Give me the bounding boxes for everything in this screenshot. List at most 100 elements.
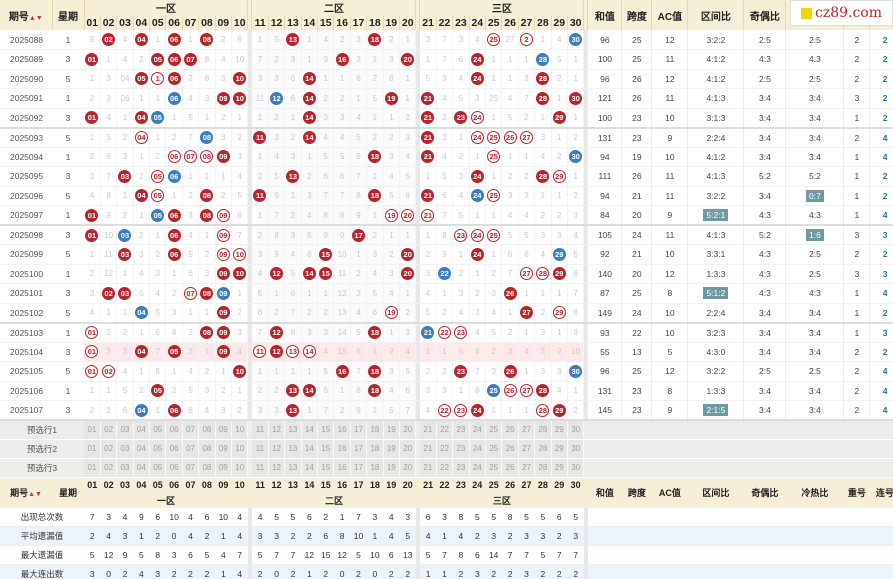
prediction-cell[interactable]: 06 xyxy=(165,420,183,440)
prediction-cell[interactable]: 16 xyxy=(333,439,351,459)
prediction-stat-cell[interactable] xyxy=(743,420,786,440)
prediction-cell[interactable]: 20 xyxy=(399,420,417,440)
prediction-cell[interactable]: 14 xyxy=(301,458,319,478)
prediction-cell[interactable]: 09 xyxy=(215,420,233,440)
prediction-cell[interactable]: 10 xyxy=(231,420,249,440)
prediction-cell[interactable]: 09 xyxy=(215,439,233,459)
prediction-cell[interactable]: 27 xyxy=(518,439,536,459)
prediction-cell[interactable]: 23 xyxy=(452,439,470,459)
prediction-stat-cell[interactable] xyxy=(587,439,622,459)
prediction-cell[interactable]: 26 xyxy=(501,439,519,459)
prediction-cell[interactable]: 08 xyxy=(198,420,216,440)
prediction-row[interactable]: 预选行1 01 02 03 04 05 06 07 08 09 10 11 12 13 14 15 16 17 18… xyxy=(0,420,893,440)
prediction-cell[interactable]: 18 xyxy=(366,458,384,478)
issue-number[interactable]: 2025094 xyxy=(0,147,52,167)
prediction-cell[interactable]: 02 xyxy=(100,458,118,478)
issue-number[interactable]: 2025097 xyxy=(0,205,52,226)
prediction-cell[interactable]: 09 xyxy=(215,458,233,478)
prediction-cell[interactable]: 15 xyxy=(317,458,335,478)
prediction-cell[interactable]: 20 xyxy=(399,439,417,459)
prediction-cell[interactable]: 08 xyxy=(198,439,216,459)
stat-header-1[interactable]: 跨度 xyxy=(621,0,653,30)
prediction-cell[interactable]: 18 xyxy=(366,439,384,459)
prediction-cell[interactable]: 23 xyxy=(452,420,470,440)
prediction-cell[interactable]: 11 xyxy=(251,420,269,440)
prediction-cell[interactable]: 19 xyxy=(383,420,400,440)
prediction-stat-cell[interactable] xyxy=(785,420,844,440)
prediction-cell[interactable]: 27 xyxy=(518,458,536,478)
prediction-stat-cell[interactable] xyxy=(687,458,744,478)
issue-number[interactable]: 2025091 xyxy=(0,88,52,109)
prediction-cell[interactable]: 03 xyxy=(116,458,134,478)
prediction-cell[interactable]: 14 xyxy=(301,420,319,440)
prediction-cell[interactable]: 16 xyxy=(333,458,351,478)
prediction-cell[interactable]: 01 xyxy=(84,420,101,440)
sort-icon[interactable]: ▲▼ xyxy=(28,14,43,22)
prediction-stat-cell[interactable] xyxy=(743,439,786,459)
prediction-stat-cell[interactable] xyxy=(869,458,893,478)
site-logo[interactable]: cz89.com xyxy=(790,0,893,26)
stat-header-4[interactable]: 奇偶比 xyxy=(743,0,787,30)
prediction-stat-cell[interactable] xyxy=(621,439,652,459)
prediction-cell[interactable]: 30 xyxy=(567,439,585,459)
prediction-cell[interactable]: 27 xyxy=(518,420,536,440)
issue-header[interactable]: 期号▲▼ xyxy=(0,0,53,30)
issue-number[interactable]: 2025089 xyxy=(0,49,52,70)
prediction-cell[interactable]: 28 xyxy=(534,439,552,459)
prediction-cell[interactable]: 20 xyxy=(399,458,417,478)
issue-number[interactable]: 2025092 xyxy=(0,108,52,129)
prediction-cell[interactable]: 21 xyxy=(419,439,437,459)
prediction-cell[interactable]: 07 xyxy=(182,458,200,478)
issue-number[interactable]: 2025106 xyxy=(0,381,52,401)
prediction-cell[interactable]: 30 xyxy=(567,458,585,478)
issue-number[interactable]: 2025103 xyxy=(0,322,52,343)
prediction-stat-cell[interactable] xyxy=(785,458,844,478)
prediction-stat-cell[interactable] xyxy=(651,458,688,478)
prediction-cell[interactable]: 26 xyxy=(501,458,519,478)
prediction-cell[interactable]: 24 xyxy=(469,458,487,478)
issue-number[interactable]: 2025095 xyxy=(0,166,52,187)
prediction-cell[interactable]: 24 xyxy=(469,439,487,459)
prediction-cell[interactable]: 03 xyxy=(116,420,134,440)
prediction-stat-cell[interactable] xyxy=(843,439,870,459)
prediction-cell[interactable]: 11 xyxy=(251,439,269,459)
prediction-cell[interactable]: 03 xyxy=(116,439,134,459)
issue-number[interactable]: 2025100 xyxy=(0,264,52,284)
issue-number[interactable]: 2025101 xyxy=(0,283,52,304)
footer-issue-header[interactable]: 期号▲▼ xyxy=(0,477,52,508)
prediction-cell[interactable]: 15 xyxy=(317,420,335,440)
prediction-cell[interactable]: 06 xyxy=(165,458,183,478)
prediction-cell[interactable]: 14 xyxy=(301,439,319,459)
prediction-cell[interactable]: 17 xyxy=(350,439,368,459)
prediction-cell[interactable]: 05 xyxy=(149,439,167,459)
prediction-cell[interactable]: 05 xyxy=(149,458,167,478)
prediction-cell[interactable]: 19 xyxy=(383,458,400,478)
prediction-cell[interactable]: 30 xyxy=(567,420,585,440)
prediction-cell[interactable]: 28 xyxy=(534,420,552,440)
issue-number[interactable]: 2025107 xyxy=(0,400,52,421)
prediction-stat-cell[interactable] xyxy=(651,420,688,440)
prediction-cell[interactable]: 04 xyxy=(133,458,151,478)
prediction-cell[interactable]: 01 xyxy=(84,458,101,478)
stat-header-2[interactable]: AC值 xyxy=(651,0,689,30)
prediction-cell[interactable]: 04 xyxy=(133,420,151,440)
issue-number[interactable]: 2025090 xyxy=(0,69,52,89)
prediction-cell[interactable]: 22 xyxy=(436,420,454,440)
prediction-cell[interactable]: 29 xyxy=(551,458,568,478)
prediction-cell[interactable]: 10 xyxy=(231,439,249,459)
prediction-cell[interactable]: 23 xyxy=(452,458,470,478)
prediction-cell[interactable]: 02 xyxy=(100,420,118,440)
prediction-cell[interactable]: 29 xyxy=(551,420,568,440)
prediction-cell[interactable]: 25 xyxy=(485,420,503,440)
sort-icon[interactable]: ▲▼ xyxy=(28,490,42,498)
prediction-cell[interactable]: 13 xyxy=(284,420,302,440)
prediction-row[interactable]: 预选行2 01 02 03 04 05 06 07 08 09 10 11 12 13 14 15 16 17 18… xyxy=(0,439,893,459)
issue-number[interactable]: 2025096 xyxy=(0,186,52,206)
prediction-stat-cell[interactable] xyxy=(843,420,870,440)
prediction-stat-cell[interactable] xyxy=(869,420,893,440)
prediction-stat-cell[interactable] xyxy=(687,420,744,440)
issue-number[interactable]: 2025099 xyxy=(0,244,52,265)
prediction-stat-cell[interactable] xyxy=(843,458,870,478)
prediction-cell[interactable]: 10 xyxy=(231,458,249,478)
prediction-cell[interactable]: 13 xyxy=(284,458,302,478)
